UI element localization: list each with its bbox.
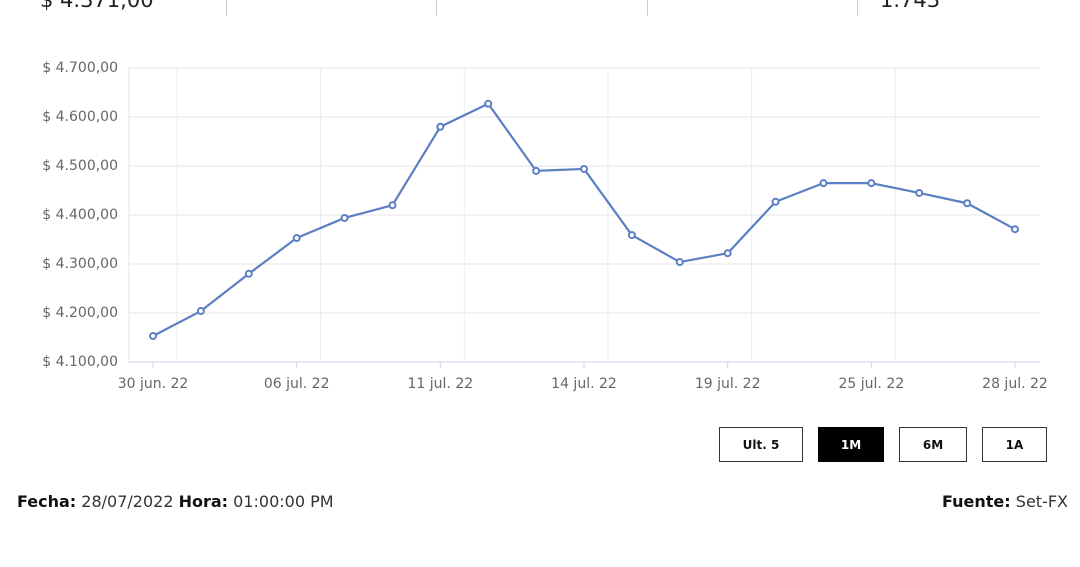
y-tick-label: $ 4.600,00 <box>42 109 118 125</box>
footer-right: Fuente: Set-FX <box>942 492 1068 511</box>
price-line <box>152 102 1016 338</box>
y-tick-label: $ 4.300,00 <box>42 256 118 272</box>
point <box>675 258 684 267</box>
x-tick-label: 19 jul. 22 <box>695 376 761 392</box>
range-button[interactable]: 1A <box>982 427 1047 462</box>
point <box>149 332 157 341</box>
point <box>388 201 397 210</box>
volume: 1.743 <box>880 0 941 12</box>
point <box>580 164 588 173</box>
divider <box>857 0 858 16</box>
source-label: Fuente: <box>942 492 1011 511</box>
point <box>867 179 876 188</box>
y-tick-label: $ 4.500,00 <box>42 158 118 174</box>
x-tick-label: 28 jul. 22 <box>982 376 1048 392</box>
range-button[interactable]: Ult. 5 <box>719 427 803 462</box>
y-tick-label: $ 4.200,00 <box>42 305 118 321</box>
point <box>627 231 636 240</box>
y-tick-label: $ 4.100,00 <box>42 354 118 370</box>
point <box>292 234 301 243</box>
point <box>963 199 972 208</box>
x-tick-label: 25 jul. 22 <box>839 376 905 392</box>
point <box>196 307 205 316</box>
x-tick-label: 06 jul. 22 <box>264 376 330 392</box>
x-tick-label: 14 jul. 22 <box>551 376 617 392</box>
time-label: Hora: <box>178 492 229 511</box>
divider <box>436 0 437 16</box>
source: Set-FX <box>1015 492 1068 511</box>
divider <box>226 0 227 16</box>
point <box>436 122 445 131</box>
y-tick-label: $ 4.400,00 <box>42 207 118 223</box>
point <box>723 249 732 258</box>
range-button[interactable]: 1M <box>818 427 884 462</box>
point <box>915 188 924 197</box>
date-label: Fecha: <box>17 492 77 511</box>
x-tick-label: 30 jun. 22 <box>118 376 189 392</box>
date: 28/07/2022 <box>81 492 174 511</box>
y-tick-label: $ 4.700,00 <box>42 60 118 76</box>
x-tick-label: 11 jul. 22 <box>408 376 474 392</box>
range-button[interactable]: 6M <box>899 427 967 462</box>
footer-left: Fecha: 28/07/2022 Hora: 01:00:00 PM <box>17 492 334 511</box>
point <box>244 269 253 278</box>
divider <box>647 0 648 16</box>
time: 01:00:00 PM <box>233 492 334 511</box>
chart: $ 4.100,00 $ 4.200,00 $ 4.300,00 $ 4.400,00… <box>42 60 1048 392</box>
price: $ 4.371,00 <box>40 0 154 12</box>
point <box>1011 225 1019 234</box>
point <box>340 213 349 222</box>
point <box>771 197 780 206</box>
point <box>532 166 541 175</box>
point <box>819 179 828 188</box>
point <box>484 99 493 108</box>
